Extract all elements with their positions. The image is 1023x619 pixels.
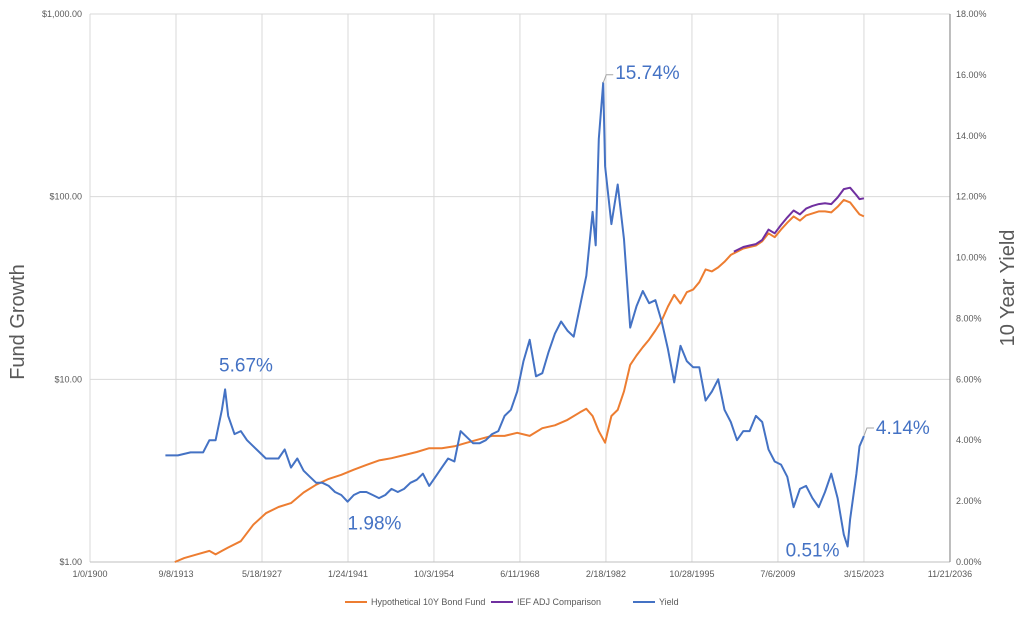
y-right-tick-label: 8.00% xyxy=(956,313,982,323)
x-tick-label: 10/3/1954 xyxy=(414,569,454,579)
annotation-label: 15.74% xyxy=(615,63,680,84)
y-left-tick-label: $100.00 xyxy=(49,192,82,202)
annotation-label: 4.14% xyxy=(876,418,930,439)
x-tick-label: 5/18/1927 xyxy=(242,569,282,579)
y-right-tick-label: 18.00% xyxy=(956,9,987,19)
annotation-label: 0.51% xyxy=(786,540,840,561)
legend: Hypothetical 10Y Bond Fund IEF ADJ Compar… xyxy=(345,597,679,607)
x-tick-label: 7/6/2009 xyxy=(760,569,795,579)
annotation-leader xyxy=(602,74,614,83)
legend-label: IEF ADJ Comparison xyxy=(517,597,601,607)
x-tick-label: 11/21/2036 xyxy=(928,569,972,579)
y-axis-right: 0.00% 2.00% 4.00% 6.00% 8.00% 10.00% 12.00% 14.… xyxy=(956,9,987,567)
y-right-tick-label: 14.00% xyxy=(956,131,987,141)
x-axis: 1/0/1900 9/8/1913 5/18/1927 1/24/1941 10/3/1… xyxy=(72,569,972,579)
x-tick-label: 3/15/2023 xyxy=(844,569,884,579)
x-tick-label: 1/0/1900 xyxy=(72,569,107,579)
y-right-tick-label: 16.00% xyxy=(956,70,987,80)
series-layer xyxy=(165,81,865,563)
annotation-leader xyxy=(863,427,874,437)
y-left-tick-label: $1.00 xyxy=(59,557,82,567)
series-line-yield xyxy=(165,81,865,548)
plot-area xyxy=(90,14,951,563)
y-right-tick-label: 2.00% xyxy=(956,496,982,506)
x-tick-label: 6/11/1968 xyxy=(500,569,539,579)
y-right-tick-label: 4.00% xyxy=(956,435,982,445)
y-left-tick-label: $10.00 xyxy=(54,374,82,384)
y-right-tick-label: 10.00% xyxy=(956,253,987,263)
y-left-tick-label: $1,000.00 xyxy=(42,9,82,19)
x-tick-label: 1/24/1941 xyxy=(328,569,368,579)
legend-label: Hypothetical 10Y Bond Fund xyxy=(371,597,485,607)
y-right-tick-label: 6.00% xyxy=(956,374,982,384)
y-axis-left: $1.00 $10.00 $100.00 $1,000.00 xyxy=(42,9,82,567)
y-axis-left-title: Fund Growth xyxy=(7,264,29,380)
x-tick-label: 9/8/1913 xyxy=(158,569,193,579)
y-axis-right-title: 10 Year Yield xyxy=(997,230,1019,347)
annotations: 5.67% 1.98% 15.74% 0.51% 4.14% xyxy=(219,63,930,562)
series-line-ief-adj-comparison xyxy=(733,186,865,253)
annotation-label: 5.67% xyxy=(219,355,273,376)
y-right-tick-label: 0.00% xyxy=(956,557,982,567)
x-tick-label: 2/18/1982 xyxy=(586,569,626,579)
x-tick-label: 10/28/1995 xyxy=(669,569,714,579)
gridlines xyxy=(89,13,951,563)
annotation-label: 1.98% xyxy=(348,514,402,535)
y-right-tick-label: 12.00% xyxy=(956,192,987,202)
legend-label: Yield xyxy=(659,597,679,607)
